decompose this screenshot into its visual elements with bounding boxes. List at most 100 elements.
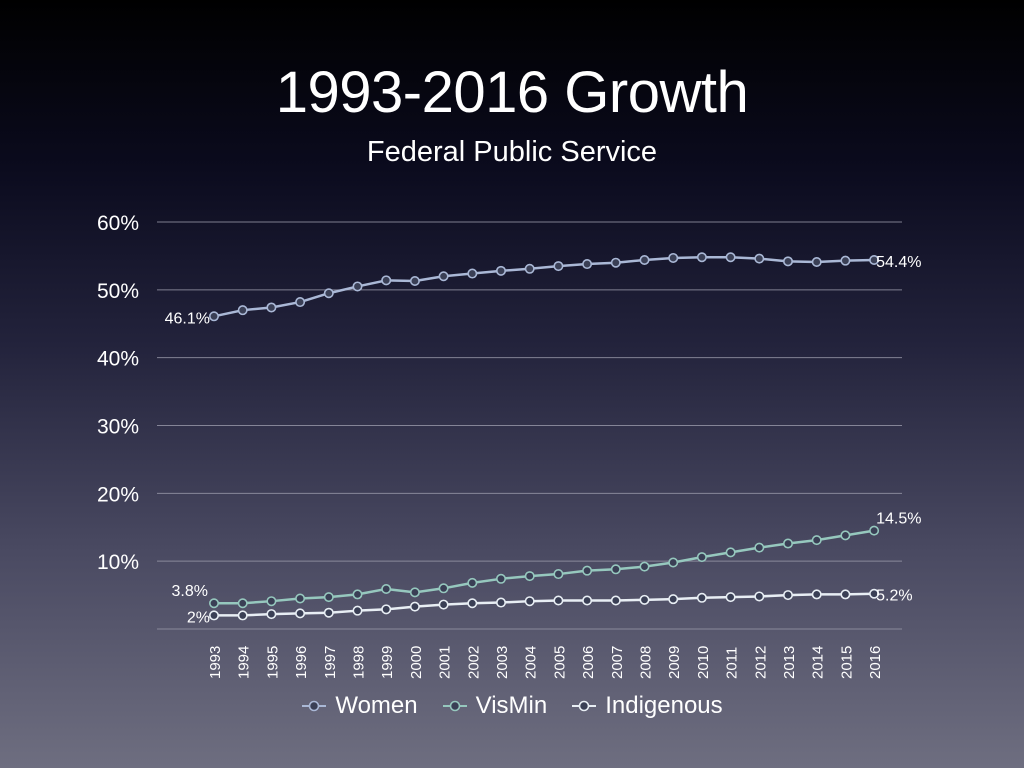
chart-legend: Women VisMin Indigenous bbox=[0, 692, 1024, 720]
x-tick-label: 2014 bbox=[810, 646, 827, 679]
data-point bbox=[409, 587, 420, 598]
chart-title: 1993-2016 Growth bbox=[275, 60, 749, 125]
data-point bbox=[295, 593, 306, 604]
x-tick-label: 2005 bbox=[551, 646, 568, 679]
data-point bbox=[438, 583, 449, 594]
data-point bbox=[381, 604, 392, 615]
data-point bbox=[782, 256, 793, 267]
x-tick-label: 1996 bbox=[293, 646, 310, 679]
data-label: 3.8% bbox=[172, 583, 208, 600]
y-tick-label: 30% bbox=[97, 416, 139, 439]
x-tick-label: 2007 bbox=[609, 646, 626, 679]
data-point bbox=[553, 595, 564, 606]
data-point bbox=[438, 599, 449, 610]
y-tick-label: 10% bbox=[97, 551, 139, 574]
x-tick-label: 1999 bbox=[379, 646, 396, 679]
x-tick-label: 2013 bbox=[781, 646, 798, 679]
data-point bbox=[438, 271, 449, 282]
x-tick-label: 2010 bbox=[695, 646, 712, 679]
legend-swatch bbox=[442, 700, 467, 712]
data-point bbox=[381, 275, 392, 286]
data-point bbox=[668, 252, 679, 263]
x-tick-label: 1997 bbox=[322, 646, 339, 679]
data-point bbox=[639, 561, 650, 572]
data-point bbox=[381, 583, 392, 594]
data-point bbox=[725, 592, 736, 603]
data-point bbox=[323, 592, 334, 603]
data-point bbox=[725, 547, 736, 558]
data-point bbox=[495, 265, 506, 276]
data-point bbox=[754, 253, 765, 264]
x-tick-label: 1995 bbox=[264, 646, 281, 679]
data-point bbox=[811, 535, 822, 546]
data-point bbox=[467, 598, 478, 609]
data-point bbox=[869, 588, 880, 599]
legend-label: Women bbox=[335, 692, 418, 719]
data-point bbox=[754, 591, 765, 602]
data-point bbox=[840, 530, 851, 541]
data-point bbox=[725, 252, 736, 263]
data-point bbox=[295, 608, 306, 619]
data-point bbox=[352, 605, 363, 616]
data-point bbox=[811, 589, 822, 600]
data-point bbox=[639, 254, 650, 265]
data-point bbox=[209, 598, 220, 609]
data-point bbox=[869, 254, 880, 265]
x-tick-label: 2016 bbox=[867, 646, 884, 679]
data-point bbox=[696, 552, 707, 563]
data-point bbox=[409, 601, 420, 612]
data-point bbox=[524, 571, 535, 582]
data-point bbox=[639, 594, 650, 605]
legend-label: Indigenous bbox=[605, 692, 723, 719]
data-point bbox=[266, 302, 277, 313]
data-point bbox=[209, 610, 220, 621]
data-point bbox=[782, 590, 793, 601]
legend-swatch bbox=[302, 700, 327, 712]
x-tick-label: 2015 bbox=[838, 646, 855, 679]
y-tick-label: 20% bbox=[97, 483, 139, 506]
data-point bbox=[524, 596, 535, 607]
legend-item-vismin: VisMin bbox=[442, 692, 548, 720]
data-point bbox=[467, 268, 478, 279]
y-tick-label: 50% bbox=[97, 280, 139, 303]
data-point bbox=[610, 595, 621, 606]
data-point bbox=[840, 255, 851, 266]
y-tick-label: 60% bbox=[97, 212, 139, 235]
x-tick-label: 2008 bbox=[638, 646, 655, 679]
data-label: 5.2% bbox=[876, 588, 912, 605]
data-point bbox=[323, 607, 334, 618]
data-point bbox=[209, 311, 220, 322]
data-point bbox=[696, 592, 707, 603]
x-tick-label: 1993 bbox=[207, 646, 224, 679]
data-point bbox=[524, 263, 535, 274]
legend-swatch bbox=[572, 700, 597, 712]
data-point bbox=[668, 557, 679, 568]
data-point bbox=[869, 525, 880, 536]
data-point bbox=[467, 577, 478, 588]
series-line-women bbox=[213, 256, 875, 318]
data-point bbox=[811, 257, 822, 268]
data-point bbox=[409, 276, 420, 287]
x-tick-label: 2009 bbox=[666, 646, 683, 679]
data-point bbox=[696, 252, 707, 263]
data-point bbox=[495, 597, 506, 608]
data-point bbox=[582, 565, 593, 576]
data-point bbox=[610, 564, 621, 575]
x-tick-label: 2000 bbox=[408, 646, 425, 679]
data-point bbox=[237, 305, 248, 316]
legend-label: VisMin bbox=[475, 692, 548, 719]
x-tick-label: 2006 bbox=[580, 646, 597, 679]
series-line-vismin bbox=[214, 529, 875, 605]
data-point bbox=[495, 573, 506, 584]
data-point bbox=[582, 595, 593, 606]
data-point bbox=[352, 281, 363, 292]
data-point bbox=[237, 598, 248, 609]
data-point bbox=[553, 569, 564, 580]
data-point bbox=[840, 589, 851, 600]
data-label: 46.1% bbox=[165, 310, 210, 327]
data-label: 14.5% bbox=[876, 511, 921, 528]
data-point bbox=[237, 610, 248, 621]
data-point bbox=[266, 596, 277, 607]
data-label: 2% bbox=[187, 609, 210, 626]
